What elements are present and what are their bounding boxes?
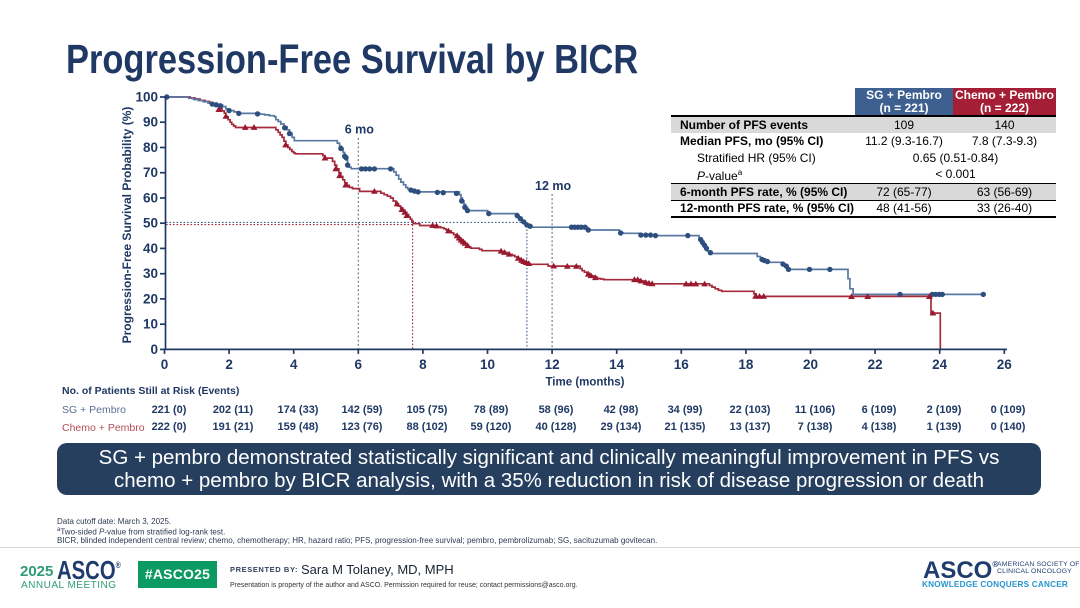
svg-text:6: 6 — [355, 357, 363, 372]
svg-text:12: 12 — [545, 357, 560, 372]
svg-text:80: 80 — [143, 140, 158, 155]
svg-text:90: 90 — [143, 115, 158, 130]
svg-text:Time (months): Time (months) — [545, 377, 624, 389]
svg-text:20: 20 — [803, 357, 818, 372]
svg-text:16: 16 — [674, 357, 690, 372]
svg-text:0: 0 — [150, 342, 158, 357]
svg-text:10: 10 — [143, 317, 158, 332]
svg-text:Progression-Free Survival Prob: Progression-Free Survival Probability (%… — [120, 107, 134, 344]
svg-text:20: 20 — [143, 291, 158, 306]
svg-text:70: 70 — [143, 165, 158, 180]
svg-text:18: 18 — [738, 357, 754, 372]
svg-text:60: 60 — [143, 191, 158, 206]
svg-text:2: 2 — [225, 357, 233, 372]
svg-text:26: 26 — [997, 357, 1013, 372]
svg-text:100: 100 — [135, 90, 158, 105]
svg-text:22: 22 — [868, 357, 883, 372]
svg-text:14: 14 — [609, 357, 625, 372]
svg-text:4: 4 — [290, 357, 298, 372]
svg-text:40: 40 — [143, 241, 158, 256]
svg-text:0: 0 — [161, 357, 169, 372]
svg-text:24: 24 — [932, 357, 948, 372]
svg-text:8: 8 — [419, 357, 427, 372]
svg-text:12 mo: 12 mo — [535, 179, 571, 193]
svg-text:30: 30 — [143, 266, 158, 281]
svg-text:50: 50 — [143, 216, 158, 231]
svg-text:10: 10 — [480, 357, 495, 372]
svg-text:6 mo: 6 mo — [345, 123, 375, 137]
